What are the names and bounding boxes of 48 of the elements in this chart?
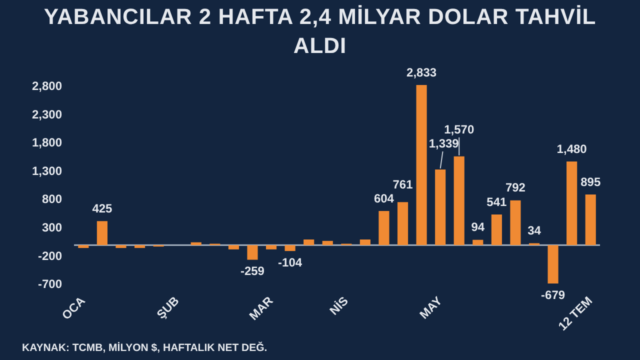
y-tick-label: -200	[38, 248, 62, 263]
bar	[96, 221, 108, 246]
data-label: 895	[580, 174, 601, 189]
bar	[304, 239, 314, 246]
bar	[266, 245, 277, 250]
text: KAYNAK: TCMB, MİLYON $, HAFTALIK NET DEĞ.	[22, 342, 268, 354]
bar	[472, 240, 484, 246]
data-label: -104	[278, 255, 302, 270]
bar	[548, 245, 558, 284]
bar	[491, 214, 502, 246]
bar	[228, 245, 239, 250]
bar	[435, 169, 446, 246]
y-tick-label: 2,300	[32, 107, 62, 122]
bar	[510, 200, 521, 246]
data-label: -259	[240, 264, 265, 278]
data-label: 541	[486, 194, 508, 209]
x-tick-label: NİS	[326, 294, 351, 318]
bar	[116, 245, 126, 248]
bar	[416, 84, 427, 246]
bar	[247, 245, 258, 260]
bar	[78, 245, 89, 248]
bar	[566, 161, 578, 246]
data-label: 34	[528, 224, 542, 238]
y-tick-label: -700	[38, 277, 62, 292]
data-label: -679	[541, 288, 566, 302]
bar	[585, 194, 596, 246]
bar	[397, 202, 408, 246]
bar	[378, 211, 390, 246]
data-label: 604	[374, 191, 394, 206]
data-label: 2,833	[406, 65, 437, 80]
y-tick-label: 800	[42, 192, 62, 206]
bar	[322, 240, 333, 246]
y-tick-label: 2,800	[32, 79, 62, 94]
data-label: 1,570	[444, 122, 474, 137]
bar	[360, 239, 370, 246]
data-label: 1,339	[428, 136, 460, 151]
data-label: 1,480	[556, 142, 588, 156]
y-tick-label: 1,800	[32, 136, 62, 150]
bar	[134, 245, 146, 248]
chart-title: YABANCILAR 2 HAFTA 2,4 MİLYAR DOLAR TAHVİL ALDI	[42, 3, 598, 60]
y-tick-label: 300	[42, 220, 62, 234]
bar	[284, 245, 296, 252]
data-label: 94	[471, 220, 485, 234]
bar	[454, 156, 464, 246]
data-label: 425	[92, 201, 113, 216]
data-label: 792	[505, 180, 526, 195]
data-label: 761	[392, 177, 414, 192]
y-tick-label: 1,300	[32, 164, 62, 178]
